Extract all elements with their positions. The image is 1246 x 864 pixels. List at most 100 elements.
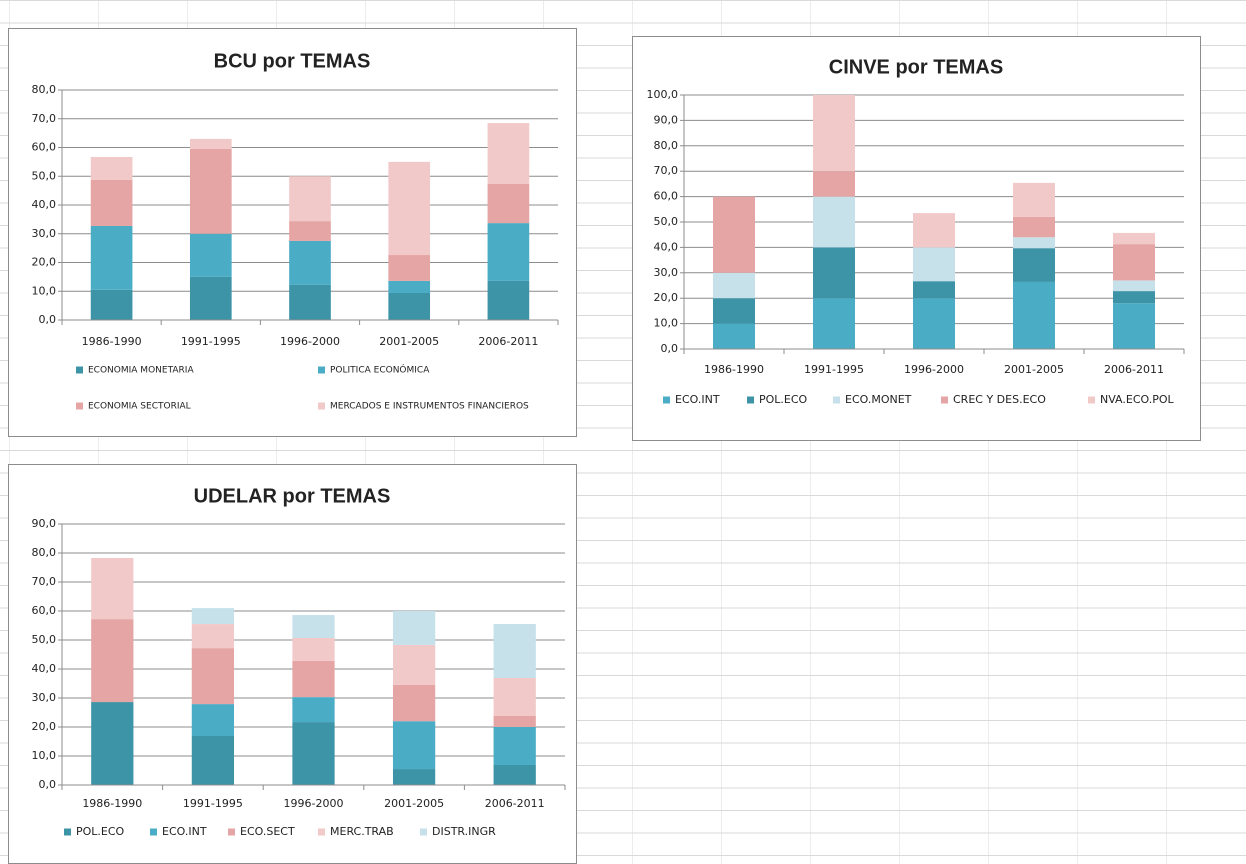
bar-segment [392, 684, 436, 722]
bar-segment [90, 225, 133, 290]
x-tick-label: 1996-2000 [280, 335, 340, 348]
bar-segment [487, 223, 530, 281]
x-tick-label: 1986-1990 [704, 363, 764, 376]
bar-segment [292, 722, 335, 785]
legend-swatch [663, 396, 670, 404]
y-tick-label: 60,0 [654, 190, 679, 203]
bar-segment [813, 171, 855, 197]
legend-label: MERCADOS E INSTRUMENTOS FINANCIEROS [330, 402, 529, 412]
y-tick-label: 80,0 [654, 139, 679, 152]
chart-title: CINVE por TEMAS [829, 56, 1003, 78]
legend-label: POL.ECO [759, 393, 808, 406]
y-tick-label: 100,0 [647, 88, 679, 101]
bar-segment [189, 148, 232, 234]
y-tick-label: 50,0 [32, 169, 57, 182]
y-tick-label: 20,0 [32, 256, 57, 269]
bar-segment [913, 281, 955, 299]
legend-label: CREC Y DES.ECO [953, 393, 1046, 406]
x-tick-label: 2001-2005 [384, 797, 444, 810]
x-tick-label: 1986-1990 [82, 797, 142, 810]
x-tick-label: 1986-1990 [82, 335, 142, 348]
bar-segment [813, 298, 855, 349]
x-tick-label: 2006-2011 [485, 797, 545, 810]
y-tick-label: 0,0 [39, 778, 57, 791]
y-tick-label: 90,0 [654, 113, 679, 126]
x-tick-label: 1991-1995 [181, 335, 241, 348]
legend-swatch [318, 402, 325, 410]
bar-segment [813, 247, 855, 299]
bar-segment [91, 702, 134, 785]
legend-swatch [747, 396, 754, 404]
y-tick-label: 10,0 [32, 284, 57, 297]
x-tick-label: 1991-1995 [804, 363, 864, 376]
x-tick-label: 2001-2005 [1004, 363, 1064, 376]
bar-segment [493, 764, 536, 785]
legend-label: ECO.SECT [240, 825, 295, 838]
legend-label: POL.ECO [76, 825, 125, 838]
y-tick-label: 30,0 [654, 266, 679, 279]
y-tick-label: 70,0 [654, 164, 679, 177]
y-tick-label: 30,0 [32, 227, 57, 240]
legend-label: DISTR.INGR [432, 825, 496, 838]
bar-segment [91, 619, 134, 703]
bar-segment [189, 276, 232, 320]
y-tick-label: 90,0 [32, 517, 57, 530]
legend-swatch [318, 828, 325, 836]
y-tick-label: 60,0 [32, 141, 57, 154]
y-tick-label: 40,0 [654, 240, 679, 253]
bar-segment [392, 721, 436, 770]
bar-segment [713, 323, 755, 349]
x-tick-label: 1996-2000 [284, 797, 344, 810]
bar-segment [713, 196, 755, 273]
bar-segment [493, 624, 536, 678]
legend-swatch [150, 828, 157, 836]
legend-swatch [64, 828, 71, 836]
chart-title: BCU por TEMAS [214, 50, 371, 72]
y-tick-label: 80,0 [32, 546, 57, 559]
bar-segment [191, 624, 235, 649]
legend-label: MERC.TRAB [330, 825, 394, 838]
legend-swatch [76, 402, 83, 410]
bar-segment [289, 284, 331, 320]
legend-swatch [833, 396, 840, 404]
bar-segment [289, 240, 331, 285]
y-tick-label: 20,0 [32, 720, 57, 733]
x-tick-label: 2006-2011 [1104, 363, 1164, 376]
bar-segment [191, 648, 235, 705]
bar-segment [292, 697, 335, 723]
y-tick-label: 70,0 [32, 575, 57, 588]
bar-segment [813, 95, 855, 172]
legend-label: ECO.MONET [845, 393, 912, 406]
x-tick-label: 1996-2000 [904, 363, 964, 376]
bar-segment [1013, 216, 1055, 238]
bar-segment [90, 179, 133, 226]
chart-title: UDELAR por TEMAS [194, 485, 391, 507]
x-tick-label: 1991-1995 [183, 797, 243, 810]
bar-segment [713, 298, 755, 324]
y-tick-label: 80,0 [32, 83, 57, 96]
bar-segment [1013, 237, 1055, 249]
bar-segment [388, 280, 431, 293]
legend-swatch [76, 366, 83, 374]
bar-segment [713, 272, 755, 299]
bar-segment [1013, 182, 1055, 217]
bar-segment [191, 704, 235, 736]
y-tick-label: 10,0 [654, 317, 679, 330]
bar-segment [493, 715, 536, 727]
legend-label: NVA.ECO.POL [1100, 393, 1175, 406]
x-tick-label: 2006-2011 [478, 335, 538, 348]
bar-segment [189, 138, 232, 149]
bar-segment [1113, 232, 1155, 245]
bar-segment [1013, 281, 1055, 349]
bar-segment [392, 611, 436, 645]
y-tick-label: 50,0 [654, 215, 679, 228]
bar-segment [289, 176, 331, 222]
x-tick-label: 2001-2005 [379, 335, 439, 348]
bar-segment [191, 608, 235, 625]
legend-label: ECO.INT [675, 393, 720, 406]
legend-label: ECONOMIA SECTORIAL [88, 402, 191, 412]
bar-segment [90, 289, 133, 320]
bar-segment [487, 123, 530, 185]
bar-segment [91, 557, 134, 620]
